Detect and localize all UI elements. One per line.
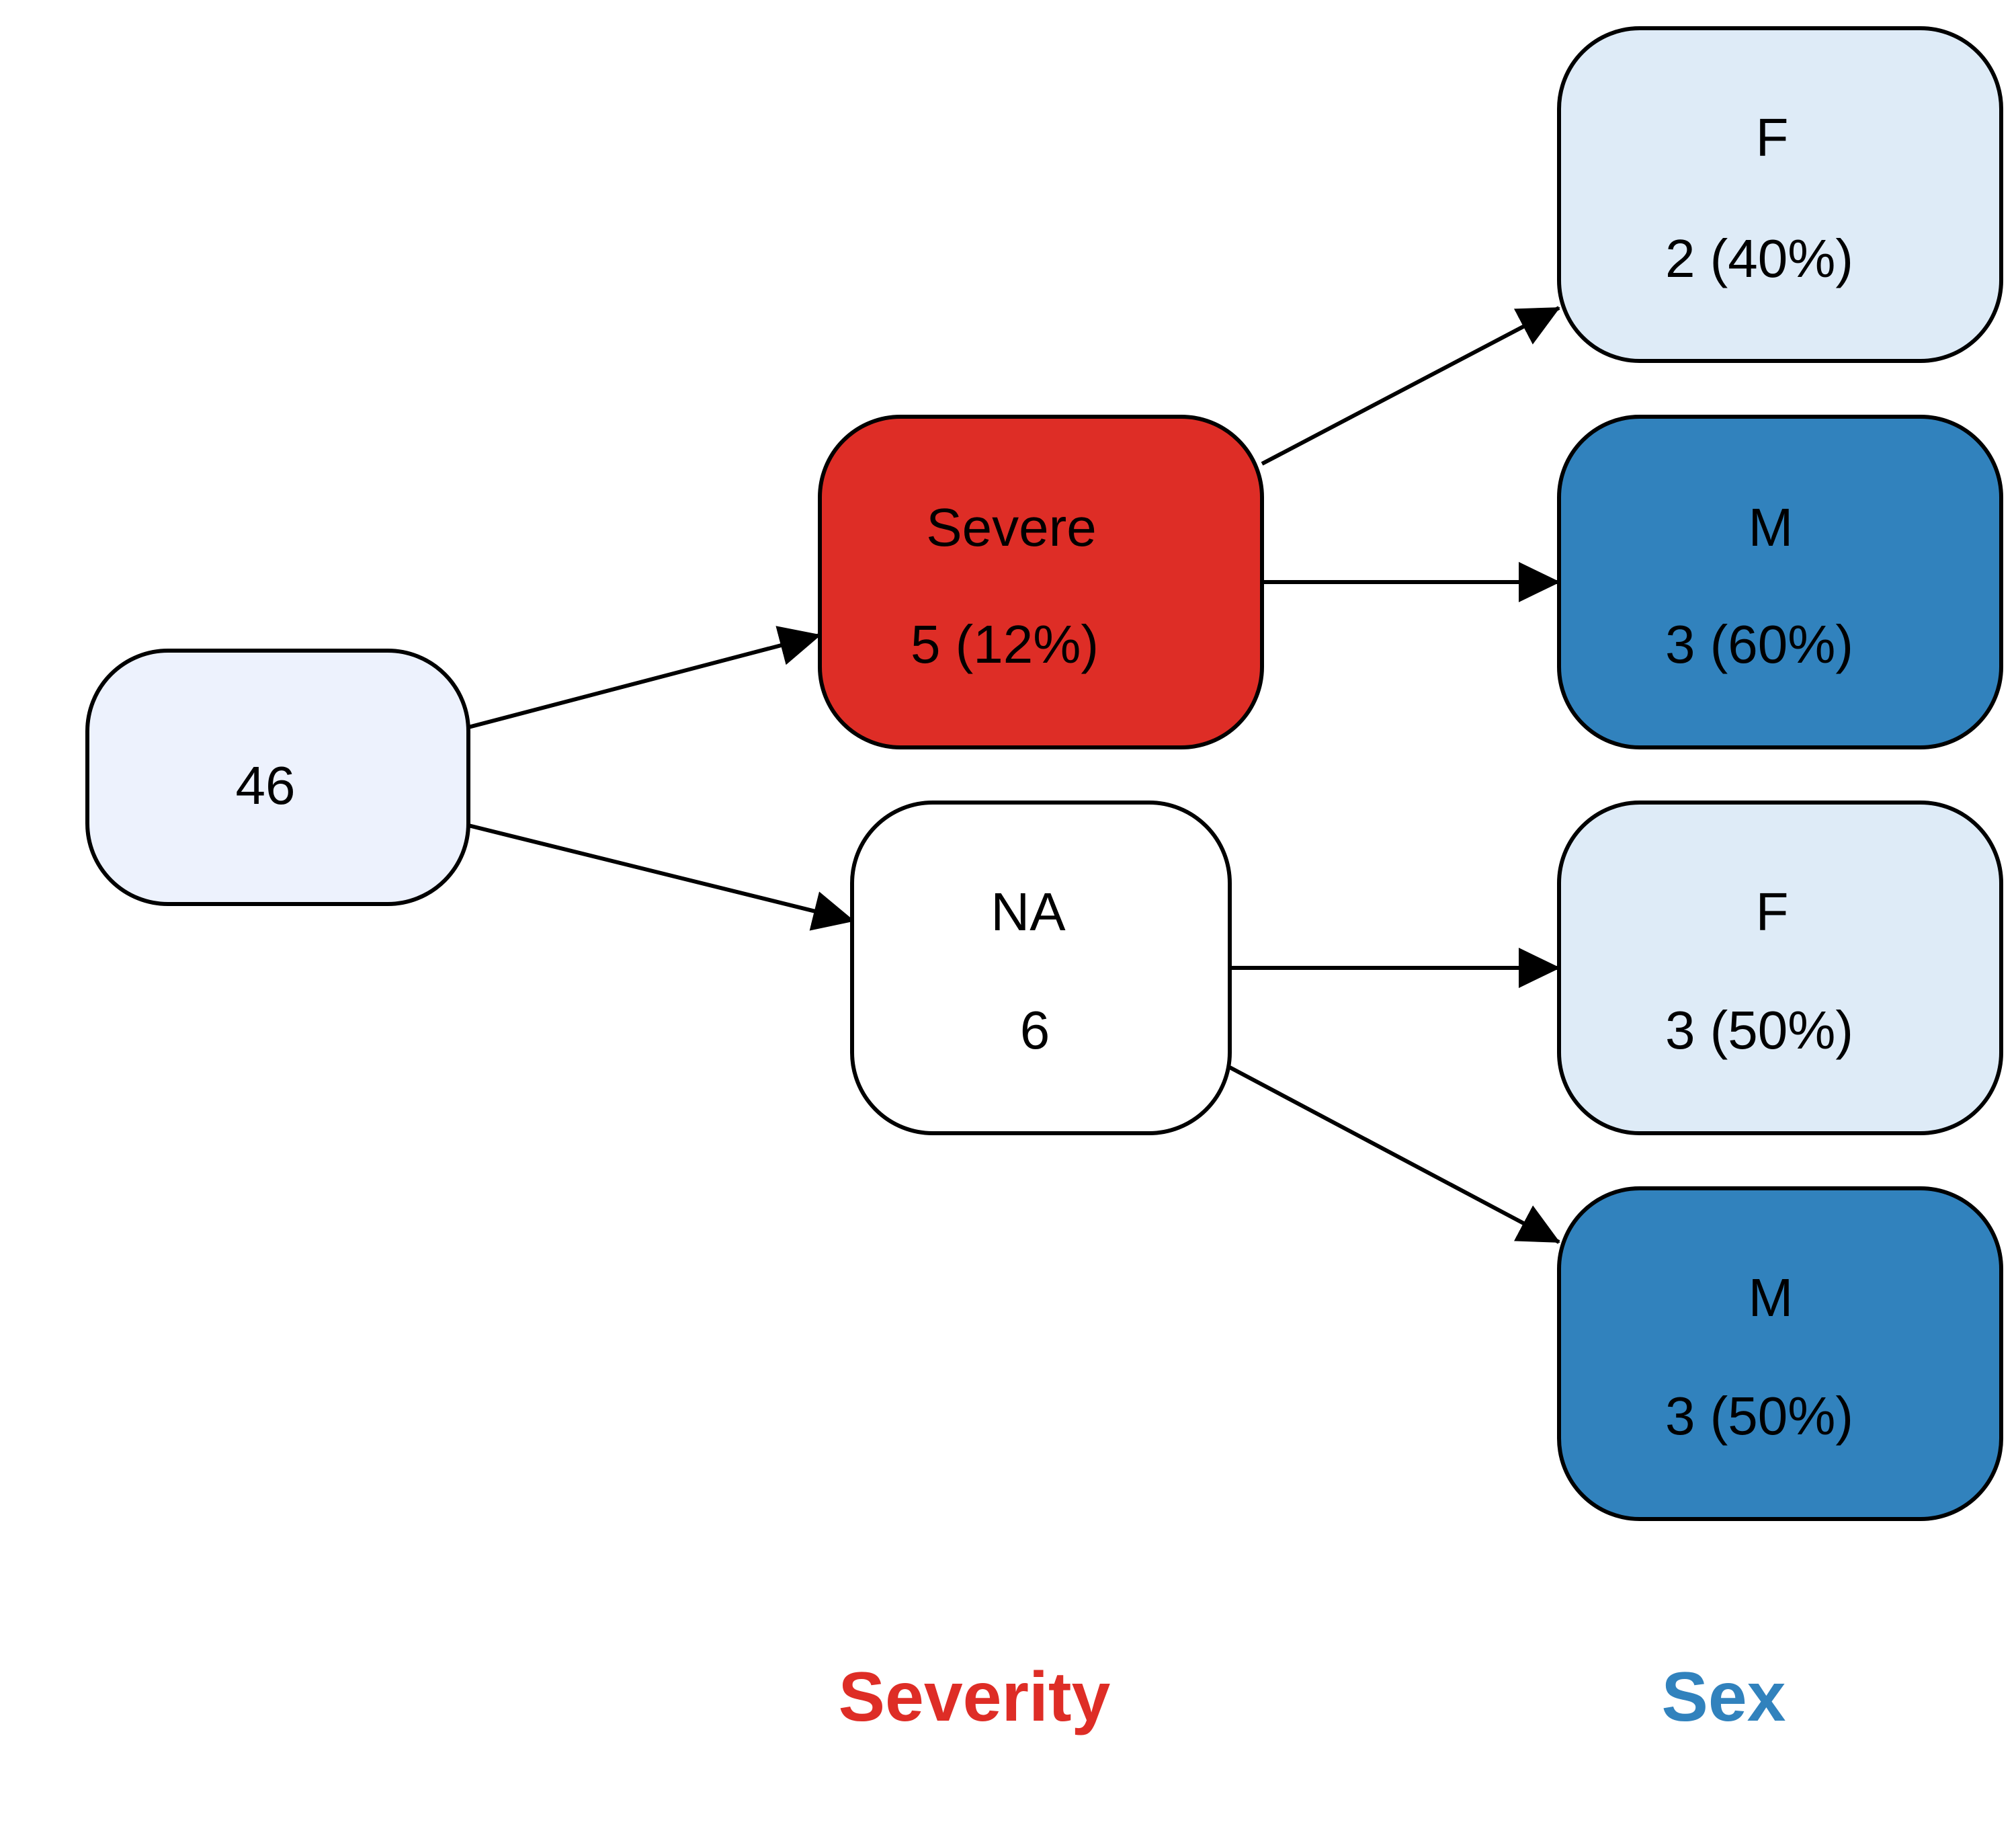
edges [468, 306, 1560, 1244]
root-node-box [85, 649, 470, 906]
na-sex-m-node: M 3 (50%) [1557, 1186, 2003, 1521]
severe-sex-m-node-box [1557, 415, 2003, 749]
edge-na-to-m [1228, 1065, 1560, 1244]
severe-node-box [818, 415, 1264, 749]
na-sex-f-node-box [1557, 801, 2003, 1135]
na-node-count: 6 [1020, 1000, 1050, 1060]
na-sex-f-node: F 3 (50%) [1557, 801, 2003, 1135]
na-node: NA 6 [850, 801, 1232, 1135]
na-sex-m-node-label: M [1749, 1268, 1794, 1327]
edge-severe-to-f [1261, 306, 1560, 466]
edge-root-to-severe [468, 626, 821, 729]
na-sex-m-node-box [1557, 1186, 2003, 1521]
severe-sex-f-node-box [1557, 26, 2003, 363]
severe-sex-f-node-count: 2 (40%) [1665, 229, 1853, 288]
severe-sex-f-node: F 2 (40%) [1557, 26, 2003, 363]
severe-sex-m-node-count: 3 (60%) [1665, 614, 1853, 674]
edge-root-to-na [468, 823, 855, 931]
na-sex-f-node-label: F [1756, 882, 1789, 942]
severe-sex-m-node: M 3 (60%) [1557, 415, 2003, 749]
severe-node: Severe 5 (12%) [818, 415, 1264, 749]
na-node-label: NA [991, 882, 1066, 942]
na-node-box [850, 801, 1232, 1135]
severe-node-label: Severe [926, 497, 1096, 557]
level-label-severity: Severity [839, 1658, 1111, 1736]
na-sex-f-node-count: 3 (50%) [1665, 1000, 1853, 1060]
severe-node-count: 5 (12%) [911, 614, 1099, 674]
severe-sex-m-node-label: M [1749, 497, 1794, 557]
level-label-sex: Sex [1661, 1658, 1786, 1736]
severe-sex-f-node-label: F [1756, 108, 1789, 167]
root-node-count: 46 [236, 755, 296, 815]
na-sex-m-node-count: 3 (50%) [1665, 1386, 1853, 1446]
root-node: 46 [85, 649, 470, 906]
